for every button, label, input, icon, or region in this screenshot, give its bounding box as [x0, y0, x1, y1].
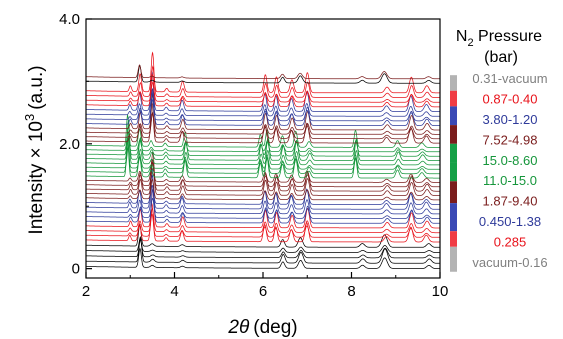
xrd-trace	[86, 238, 440, 253]
x-tick-label: 4	[170, 283, 178, 300]
xrd-trace	[86, 162, 440, 188]
y-axis-prefix: Intensity × 10	[26, 121, 47, 235]
xrd-trace	[86, 64, 440, 80]
legend-label: 1.87-9.40	[483, 194, 538, 209]
xrd-trace	[86, 146, 440, 170]
xrd-trace	[86, 111, 440, 135]
xrd-trace	[86, 137, 440, 175]
legend-title-n: N	[456, 28, 468, 45]
xrd-trace	[86, 188, 440, 224]
xrd-trace	[86, 65, 440, 98]
legend-label: 0.450-1.38	[479, 214, 541, 229]
xrd-trace	[85, 213, 440, 238]
y-axis-unit: (a.u.)	[26, 65, 47, 109]
xrd-trace	[85, 185, 440, 215]
legend-color-bar	[450, 125, 457, 144]
y-axis-title: Intensity × 103 (a.u.)	[22, 65, 47, 234]
legend-color-bar	[450, 162, 457, 182]
legend-label: 7.52-4.98	[483, 132, 538, 147]
xrd-trace	[85, 112, 440, 140]
xrd-trace	[85, 131, 440, 153]
legend-label: 3.80-1.20	[483, 112, 538, 127]
legend-items: 0.31-vacuum 0.87-0.40 3.80-1.20 7.52-4.98 15…	[450, 71, 548, 272]
legend-title: N2 Pressure	[456, 28, 542, 49]
legend-label: 15.0-8.60	[483, 153, 538, 168]
xrd-traces	[85, 51, 440, 269]
xrd-trace	[86, 207, 440, 234]
xrd-trace	[86, 65, 440, 84]
legend-color-bar	[450, 75, 457, 91]
xrd-trace	[86, 92, 440, 131]
legend-title-subscript: 2	[467, 37, 473, 49]
y-tick-label: 0	[72, 261, 80, 278]
legend-label: 0.87-0.40	[483, 92, 538, 107]
xrd-trace	[86, 99, 440, 122]
x-tick-label: 8	[347, 283, 355, 300]
xrd-trace	[86, 197, 440, 219]
xrd-trace	[86, 188, 440, 229]
y-axis: 0 2.0 4.0	[59, 11, 92, 278]
xrd-trace	[86, 51, 440, 94]
legend-color-bar	[450, 203, 457, 232]
xrd-trace	[86, 87, 440, 126]
legend-label: 0.285	[494, 234, 527, 249]
y-axis-exponent: 3	[22, 114, 37, 121]
y-tick-label: 2.0	[59, 136, 80, 153]
legend-color-bar	[450, 231, 457, 247]
x-tick-label: 10	[432, 283, 449, 300]
xrd-trace	[86, 247, 440, 269]
legend-title-rest: Pressure	[474, 28, 543, 45]
xrd-trace	[86, 119, 440, 161]
xrd-trace	[86, 178, 440, 201]
xrd-trace	[85, 235, 440, 264]
legend-label: 11.0-15.0	[483, 173, 537, 188]
xrd-trace	[86, 81, 440, 103]
x-axis-title: 2θ (deg)	[227, 317, 297, 338]
x-axis-unit: (deg)	[253, 317, 297, 338]
xrd-trace	[86, 114, 440, 148]
xrd-trace	[86, 151, 440, 192]
xrd-trace	[86, 89, 440, 117]
x-tick-label: 6	[259, 283, 267, 300]
legend-label: vacuum-0.16	[472, 255, 547, 270]
legend-color-bar	[450, 143, 457, 163]
legend-title-unit: (bar)	[484, 49, 518, 66]
xrd-trace	[86, 174, 440, 205]
legend-color-bar	[450, 90, 457, 107]
xrd-trace	[86, 124, 440, 157]
xrd-trace	[86, 160, 440, 196]
x-tick-label: 2	[82, 283, 90, 300]
xrd-trace	[86, 159, 440, 183]
legend-label: 0.31-vacuum	[472, 71, 547, 86]
xrd-trace	[85, 238, 440, 259]
x-axis-symbol: 2θ	[227, 317, 250, 338]
xrd-trace	[86, 136, 440, 166]
xrd-trace	[86, 139, 440, 179]
legend-color-bar	[450, 106, 457, 126]
legend-color-bar	[450, 181, 457, 204]
legend: N2 Pressure (bar) 0.31-vacuum 0.87-0.40 3.…	[450, 28, 548, 272]
y-tick-label: 4.0	[59, 11, 80, 28]
x-axis: 2 4 6 8 10	[82, 272, 449, 300]
xrd-trace	[86, 73, 440, 108]
legend-color-bar	[450, 246, 457, 272]
